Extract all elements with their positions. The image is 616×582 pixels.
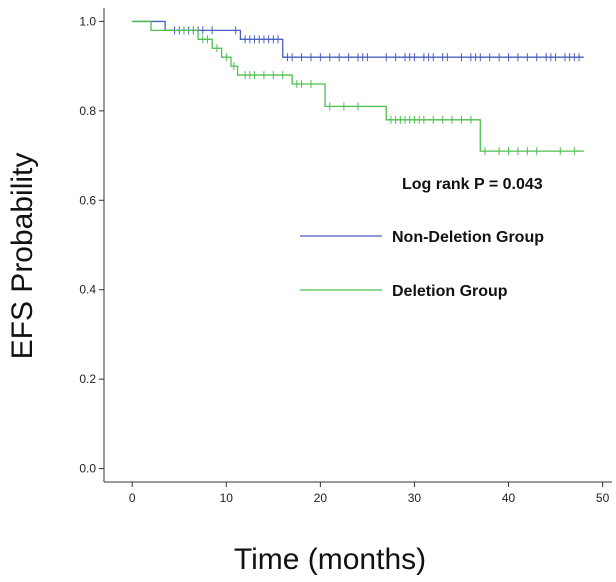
y-tick-label: 0.6 xyxy=(79,193,96,207)
x-tick-label: 0 xyxy=(129,491,136,505)
legend-label-deletion: Deletion Group xyxy=(392,283,508,300)
x-axis-title: Time (months) xyxy=(234,543,426,576)
x-tick-label: 20 xyxy=(314,491,328,505)
series-non-deletion xyxy=(132,20,584,62)
y-tick-label: 0.0 xyxy=(79,462,96,476)
y-tick-label: 0.2 xyxy=(79,372,96,386)
legend: Non-Deletion Group Deletion Group xyxy=(300,229,544,300)
logrank-annotation: Log rank P = 0.043 xyxy=(402,176,543,193)
axes xyxy=(103,8,612,483)
x-tick-label: 50 xyxy=(596,491,610,505)
survival-curve xyxy=(132,20,584,152)
survival-curve xyxy=(132,20,584,58)
series-layer xyxy=(132,20,584,156)
x-tick-label: 30 xyxy=(408,491,422,505)
y-tick-label: 0.4 xyxy=(79,283,96,297)
ticks: 0 10 20 30 40 50 0.0 0.2 0.4 0.6 0.8 1.0 xyxy=(79,14,609,505)
x-tick-label: 10 xyxy=(220,491,234,505)
y-tick-label: 0.8 xyxy=(79,104,96,118)
y-tick-label: 1.0 xyxy=(79,14,96,28)
x-tick-label: 40 xyxy=(502,491,516,505)
legend-label-non-deletion: Non-Deletion Group xyxy=(392,229,544,246)
y-axis-title: EFS Probability xyxy=(6,153,39,360)
series-deletion xyxy=(132,20,584,156)
